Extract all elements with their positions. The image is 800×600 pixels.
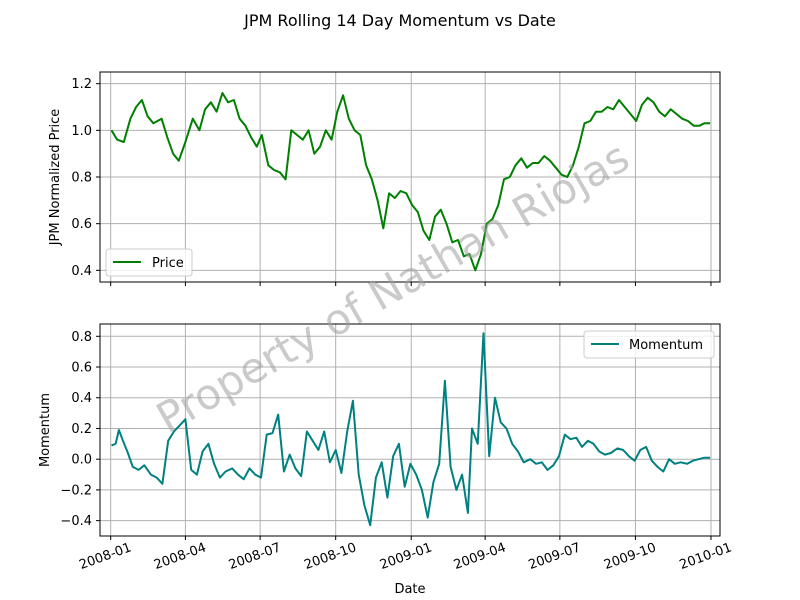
momentum-y-tick-label: 0.6	[71, 361, 92, 376]
momentum-x-tick-label: 2008-01	[77, 540, 133, 573]
momentum-grid	[100, 324, 720, 536]
price-legend: Price	[105, 248, 193, 277]
price-y-axis-label: JPM Normalized Price	[48, 109, 63, 247]
price-y-tick-label: 0.8	[71, 171, 92, 186]
momentum-y-tick-label: 0.8	[71, 330, 92, 345]
watermark: Property of Nathan Riojas	[148, 132, 637, 443]
momentum-x-tick-label: 2008-04	[152, 540, 208, 573]
price-y-tick-label: 1.0	[71, 124, 92, 139]
momentum-x-tick-label: 2009-04	[452, 540, 508, 573]
price-y-tick-label: 0.4	[71, 264, 92, 279]
x-axis-label: Date	[394, 582, 425, 597]
momentum-y-tick-label: 0.0	[71, 453, 92, 468]
momentum-legend: Momentum	[583, 330, 715, 359]
momentum-x-tick-label: 2009-07	[527, 540, 583, 573]
momentum-x-ticks: 2008-01 2008-04 2008-07 2008-10 2009-01 2009-…	[77, 536, 734, 573]
figure-title: JPM Rolling 14 Day Momentum vs Date	[243, 11, 556, 30]
price-y-ticks: 0.4 0.6 0.8 1.0 1.2	[71, 77, 100, 279]
momentum-y-ticks: −0.4 −0.2 0.0 0.2 0.4 0.6 0.8	[60, 330, 100, 529]
momentum-x-tick-label: 2010-01	[678, 540, 734, 573]
price-axes-frame	[99, 71, 721, 283]
momentum-y-tick-label: 0.2	[71, 422, 92, 437]
momentum-x-tick-label: 2008-10	[302, 540, 358, 573]
price-legend-label: Price	[152, 256, 184, 271]
momentum-y-axis-label: Momentum	[38, 393, 53, 467]
momentum-x-tick-label: 2009-10	[602, 540, 658, 573]
price-grid	[100, 72, 720, 282]
momentum-x-tick-label: 2008-07	[227, 540, 283, 573]
momentum-axes-frame	[99, 323, 721, 537]
price-y-tick-label: 1.2	[71, 77, 92, 92]
momentum-x-tick-label: 2009-01	[378, 540, 434, 573]
price-subplot: 0.4 0.6 0.8 1.0 1.2 JPM Normalized Price Pri…	[48, 71, 721, 286]
momentum-series-line	[111, 332, 711, 527]
momentum-y-tick-label: 0.4	[71, 391, 92, 406]
momentum-y-tick-label: −0.4	[60, 514, 92, 529]
momentum-y-tick-label: −0.2	[60, 483, 92, 498]
price-series-line	[110, 92, 711, 272]
momentum-subplot: −0.4−0.20.00.20.40.60.8 2008-01 2008-04 20…	[38, 323, 734, 597]
price-legend-box	[105, 248, 193, 277]
momentum-legend-box	[583, 330, 715, 359]
price-y-tick-label: 0.6	[71, 217, 92, 232]
momentum-legend-label: Momentum	[629, 338, 703, 353]
price-x-ticks	[110, 282, 712, 286]
